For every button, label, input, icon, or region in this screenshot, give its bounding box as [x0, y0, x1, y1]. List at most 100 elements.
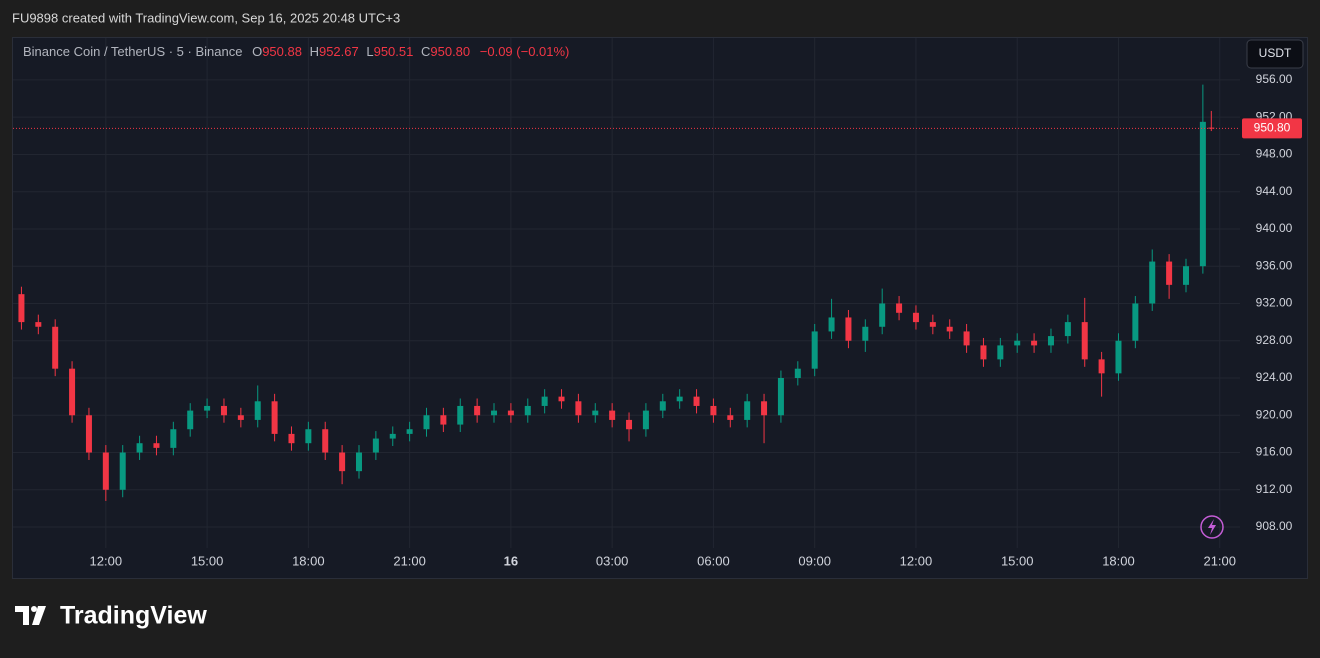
- x-tick-label: 12:00: [900, 553, 933, 568]
- ohlc-value: 952.67: [319, 44, 359, 59]
- candle-body: [929, 322, 936, 327]
- candle-body: [761, 401, 768, 416]
- ohlc-value: 950.51: [374, 44, 414, 59]
- candle-body: [575, 401, 582, 416]
- x-tick-label: 06:00: [697, 553, 730, 568]
- candle-body: [1047, 336, 1054, 346]
- x-tick-label: 21:00: [1203, 553, 1236, 568]
- candle-body: [541, 396, 548, 406]
- x-tick-label: 18:00: [1102, 553, 1135, 568]
- candle-body: [980, 345, 987, 360]
- x-tick-label: 03:00: [596, 553, 629, 568]
- x-tick-label: 16: [504, 553, 518, 568]
- candle-body: [288, 433, 295, 444]
- candle-body: [1098, 359, 1105, 374]
- candle-body: [372, 438, 379, 453]
- candle-body: [811, 331, 818, 369]
- candle-body: [1031, 340, 1038, 346]
- candle-body: [322, 429, 329, 453]
- logo-mark: [31, 606, 37, 612]
- candle-body: [946, 326, 953, 332]
- candle-body: [18, 294, 25, 323]
- candle-body: [355, 452, 362, 472]
- ohlc-letter: H: [310, 44, 319, 59]
- candle-body: [1166, 261, 1173, 285]
- currency[interactable]: USDT: [1259, 46, 1292, 60]
- candle-body: [626, 419, 633, 430]
- change: −0.09 (−0.01%): [480, 44, 570, 59]
- y-tick-label: 916.00: [1256, 445, 1293, 459]
- candle-body: [1182, 266, 1189, 285]
- candle-body: [845, 317, 852, 341]
- candle-body: [187, 410, 194, 430]
- candle-body: [457, 405, 464, 425]
- candle-body: [727, 415, 734, 420]
- candle-body: [389, 433, 396, 439]
- candle-body: [102, 452, 109, 490]
- candle-body: [237, 415, 244, 420]
- brand-logo: [15, 606, 46, 625]
- y-tick-label: 956.00: [1256, 72, 1293, 86]
- candle-body: [963, 331, 970, 346]
- candle-body: [676, 396, 683, 402]
- header: FU9898 created with TradingView.com, Sep…: [12, 10, 400, 25]
- candle-body: [693, 396, 700, 406]
- y-tick-label: 936.00: [1256, 258, 1293, 272]
- currency-button[interactable]: [1246, 39, 1304, 69]
- ohlc-letter: O: [252, 44, 262, 59]
- y-tick-label: 912.00: [1256, 482, 1293, 496]
- alert-icon[interactable]: [1200, 515, 1224, 539]
- x-tick-label: 12:00: [90, 553, 123, 568]
- candle-body: [997, 345, 1004, 360]
- candle-body: [507, 410, 514, 416]
- x-tick-label: 18:00: [292, 553, 325, 568]
- x-tick-label: 21:00: [393, 553, 426, 568]
- y-tick-label: 928.00: [1256, 333, 1293, 347]
- candle-body: [271, 401, 278, 434]
- candle-body: [592, 410, 599, 416]
- candle-body: [1064, 322, 1071, 337]
- brand: TradingView: [60, 602, 207, 630]
- candle-body: [794, 368, 801, 378]
- candle-body: [423, 415, 430, 430]
- candle-body: [69, 368, 76, 416]
- candle-body: [491, 410, 498, 416]
- candle-body: [828, 317, 835, 332]
- ohlc-value: 950.88: [262, 44, 302, 59]
- icon-circle[interactable]: [1200, 515, 1224, 539]
- candle-body: [52, 326, 59, 369]
- candle-body: [220, 405, 227, 416]
- candle-body: [1081, 322, 1088, 360]
- candle-body: [1208, 127, 1215, 129]
- candle-body: [879, 303, 886, 327]
- candle-body: [474, 405, 481, 416]
- ohlc-value: 950.80: [430, 44, 470, 59]
- candle-body: [524, 405, 531, 416]
- candle-body: [609, 410, 616, 420]
- candle-body: [1199, 121, 1206, 267]
- chart-panel: [12, 37, 1308, 579]
- last-price-label: 950.80: [1254, 121, 1291, 135]
- candle-body: [339, 452, 346, 472]
- candle-body: [153, 443, 160, 448]
- candle-body: [204, 405, 211, 411]
- x-tick-label: 15:00: [191, 553, 224, 568]
- candle-body: [710, 405, 717, 416]
- candle-body: [744, 401, 751, 420]
- candle-body: [1115, 340, 1122, 374]
- candle-body: [862, 326, 869, 341]
- icon-bolt[interactable]: [1208, 519, 1216, 535]
- logo-mark: [32, 606, 46, 625]
- y-tick-label: 940.00: [1256, 221, 1293, 235]
- last-price-tag: [1242, 118, 1302, 139]
- y-tick-label: 924.00: [1256, 370, 1293, 384]
- candle-body: [440, 415, 447, 425]
- candle-body: [659, 401, 666, 411]
- candle-body: [119, 452, 126, 490]
- ohlc-letter: C: [421, 44, 430, 59]
- candle-body: [1149, 261, 1156, 304]
- candle-body: [912, 312, 919, 323]
- y-tick-label: 932.00: [1256, 296, 1293, 310]
- candle-body: [85, 415, 92, 453]
